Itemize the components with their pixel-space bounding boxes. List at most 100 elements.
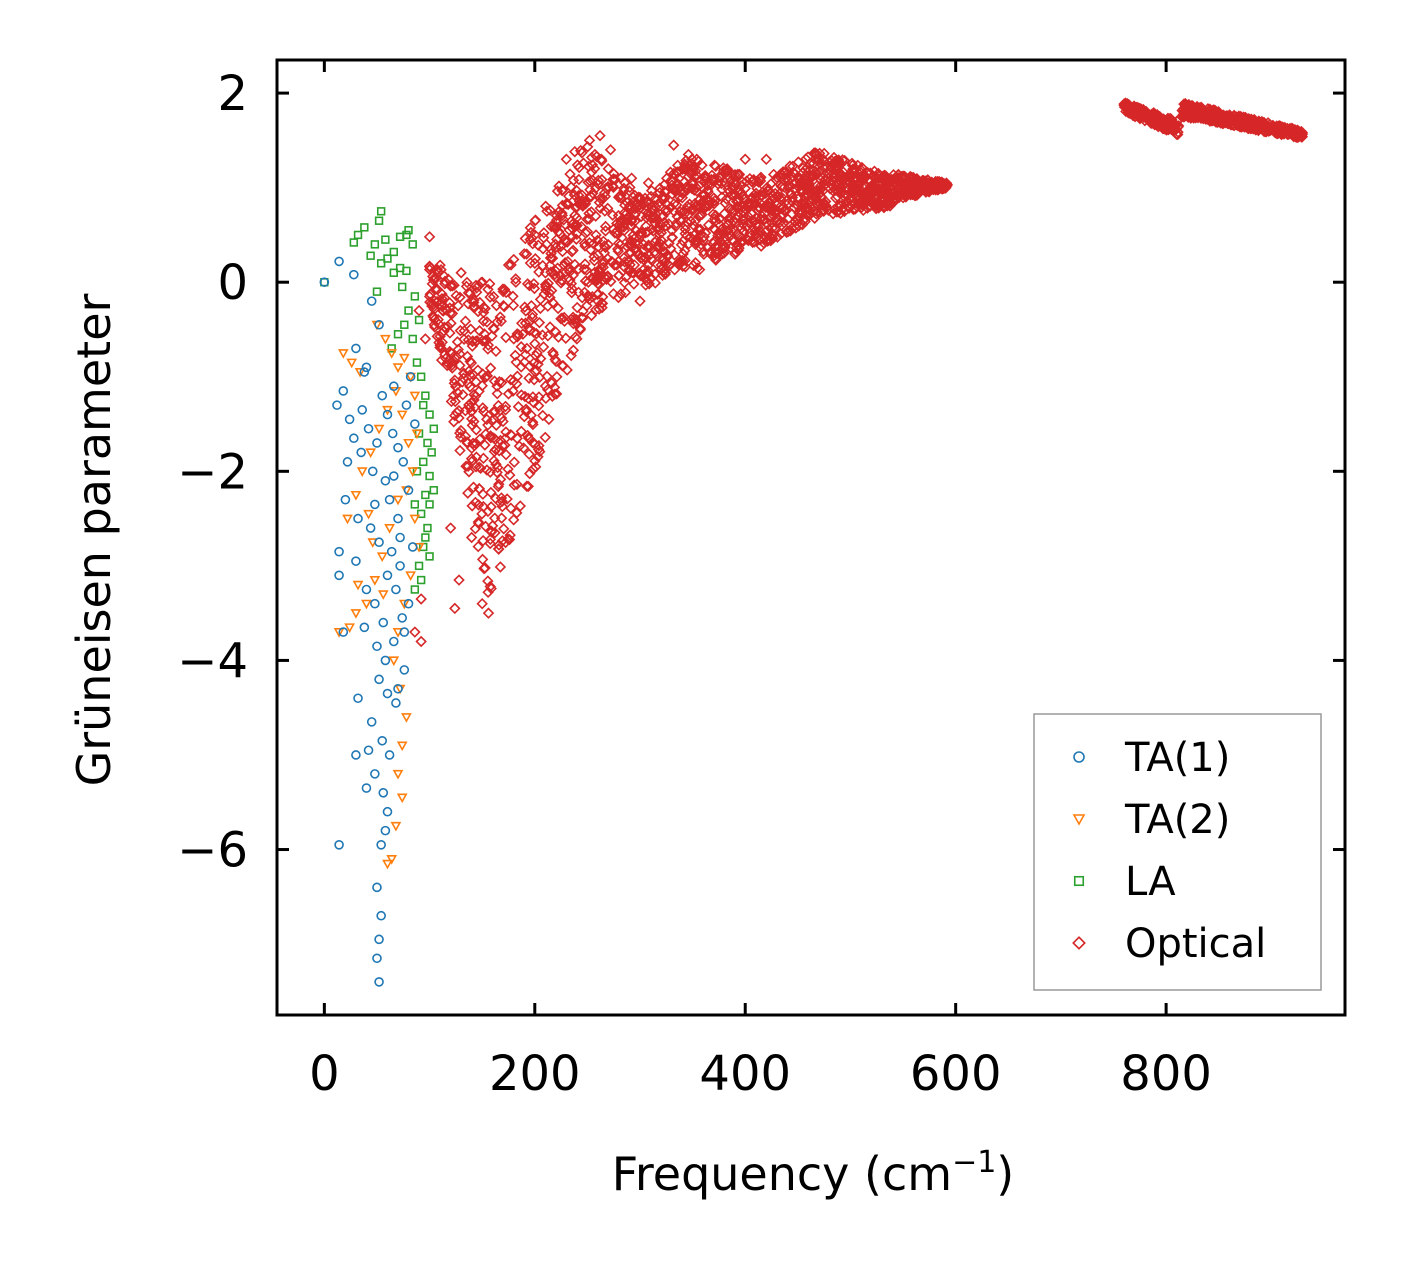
optical-point <box>625 246 637 259</box>
optical-point <box>458 333 470 345</box>
legend-marker-optical <box>1072 936 1086 950</box>
ta1-point <box>407 542 418 552</box>
optical-point <box>790 198 802 210</box>
optical-point <box>436 296 448 308</box>
optical-point <box>1264 118 1276 131</box>
optical-point <box>790 213 803 225</box>
ta2-point <box>398 353 410 364</box>
ta1-point <box>338 386 349 396</box>
optical-point <box>691 262 704 274</box>
ticks: 0 200 400 600 800 2 0 −2 −4 −6 <box>177 60 1345 1102</box>
optical-point <box>941 179 953 192</box>
la-point <box>383 254 392 263</box>
ta2-point <box>369 576 381 586</box>
optical-point <box>687 259 700 272</box>
ta1-point <box>395 561 405 571</box>
optical-point <box>604 144 617 156</box>
ta2-point <box>354 368 366 378</box>
la-point <box>353 230 363 240</box>
optical-point <box>519 390 531 403</box>
optical-point <box>550 355 562 368</box>
optical-point <box>691 185 703 197</box>
optical-point <box>585 206 598 218</box>
optical-point <box>532 400 545 412</box>
optical-point <box>542 300 554 312</box>
optical-point <box>427 274 440 286</box>
optical-point <box>551 233 563 246</box>
optical-point <box>586 159 599 171</box>
ta1-point <box>388 471 399 481</box>
ta1-point <box>376 910 386 921</box>
optical-point <box>673 191 686 203</box>
optical-point <box>660 172 673 185</box>
ta1-point <box>391 584 401 595</box>
optical-point <box>473 325 486 337</box>
optical-point <box>714 249 726 261</box>
optical-point <box>515 317 528 330</box>
ta1-point <box>361 584 372 595</box>
optical-point <box>605 275 617 288</box>
optical-point <box>715 177 728 190</box>
optical-point <box>680 220 692 232</box>
optical-point <box>491 466 503 479</box>
optical-point <box>776 208 789 220</box>
ta2-point <box>333 628 345 638</box>
optical-point <box>493 539 505 551</box>
optical-point <box>642 267 654 280</box>
ta1-point <box>395 532 405 543</box>
ta1-point <box>403 598 414 609</box>
optical-point <box>674 186 687 198</box>
ta2-point <box>350 490 362 501</box>
optical-point <box>673 172 685 185</box>
optical-point <box>789 168 801 180</box>
optical-point <box>624 259 636 271</box>
optical-point <box>528 282 541 295</box>
ta1-point <box>386 546 397 557</box>
optical-point <box>450 351 463 363</box>
optical-point <box>413 304 425 317</box>
ta1-point <box>353 513 363 524</box>
optical-point <box>497 523 510 535</box>
optical-point <box>482 505 494 518</box>
optical-point <box>692 223 705 236</box>
optical-point <box>542 277 555 290</box>
optical-point <box>565 181 577 193</box>
optical-point <box>510 276 522 288</box>
optical-point <box>547 346 559 359</box>
ta2-point <box>401 713 412 723</box>
la-point <box>429 424 438 433</box>
optical-point <box>470 286 483 298</box>
optical-point <box>564 274 576 286</box>
optical-point <box>784 160 796 172</box>
optical-point <box>482 283 494 296</box>
optical-point <box>900 191 912 203</box>
optical-point <box>419 333 432 345</box>
la-point <box>425 552 434 561</box>
optical-point <box>549 388 561 400</box>
optical-point <box>802 174 815 187</box>
optical-point <box>556 199 569 212</box>
optical-point <box>469 335 482 348</box>
optical-point <box>660 263 672 275</box>
optical-point <box>689 234 702 247</box>
ta1-point <box>351 750 361 760</box>
optical-point <box>462 287 475 299</box>
la-point <box>400 320 409 329</box>
optical-point <box>571 333 583 345</box>
optical-point <box>523 322 535 334</box>
optical-point <box>452 299 464 312</box>
ta1-point <box>388 636 399 647</box>
ta1-point <box>334 840 344 850</box>
optical-point <box>700 171 712 184</box>
optical-point <box>825 162 837 174</box>
optical-point <box>1273 120 1286 132</box>
la-point <box>423 523 432 533</box>
optical-point <box>468 294 480 306</box>
optical-point <box>507 299 520 312</box>
optical-point <box>463 399 475 411</box>
optical-point <box>468 415 480 428</box>
optical-point <box>674 214 687 227</box>
optical-point <box>576 312 589 324</box>
optical-point <box>852 159 864 172</box>
ta2-point <box>352 580 364 591</box>
